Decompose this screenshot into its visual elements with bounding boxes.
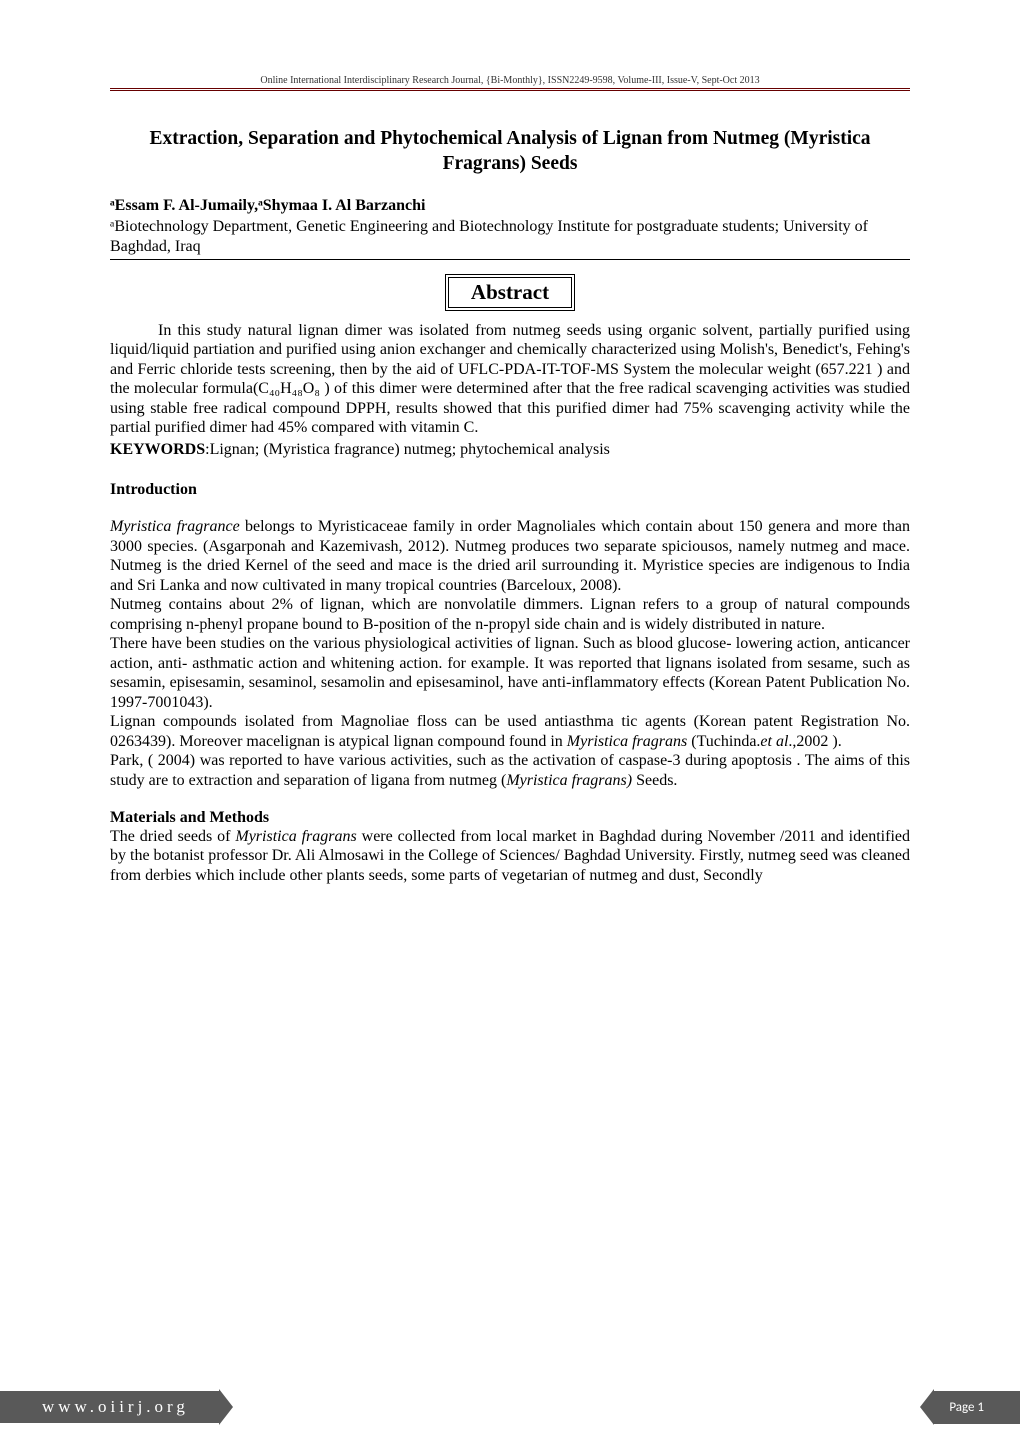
intro-p4e: .,2002 ). [788, 733, 841, 750]
keywords-text: :Lignan; (Myristica fragrance) nutmeg; p… [205, 441, 610, 458]
intro-p5b: Myristica fragrans) [506, 772, 632, 789]
intro-block: Myristica fragrance belongs to Myristica… [110, 517, 910, 790]
intro-p4c: (Tuchinda. [687, 733, 760, 750]
intro-p4b: Myristica fragrans [567, 733, 687, 750]
methods-p1a: The dried seeds of [110, 828, 235, 845]
page-footer: www.oiirj.org ISSN 2249-9598 Page 1 [0, 1389, 1020, 1425]
abstract-heading-wrap: Abstract [110, 274, 910, 311]
keywords-line: KEYWORDS:Lignan; (Myristica fragrance) n… [110, 440, 910, 460]
intro-p4d: et al [760, 733, 788, 750]
affiliation: ᵃBiotechnology Department, Genetic Engin… [110, 217, 910, 260]
introduction-heading: Introduction [110, 481, 910, 499]
methods-heading: Materials and Methods [110, 809, 910, 827]
paper-title: Extraction, Separation and Phytochemical… [140, 126, 880, 177]
footer-issn: ISSN 2249-9598 [219, 1391, 920, 1423]
methods-p1b: Myristica fragrans [235, 828, 356, 845]
page: Online International Interdisciplinary R… [0, 0, 1020, 1443]
running-head: Online International Interdisciplinary R… [110, 75, 910, 91]
abstract-heading: Abstract [445, 274, 575, 311]
intro-p5: Park, ( 2004) was reported to have vario… [110, 751, 910, 790]
authors-line: ᵃEssam F. Al-Jumaily,ᵃShymaa I. Al Barza… [110, 197, 910, 215]
footer-page-number: Page 1 [933, 1391, 1020, 1424]
footer-chevron-icon [219, 1389, 233, 1425]
intro-p2: Nutmeg contains about 2% of lignan, whic… [110, 595, 910, 634]
keywords-label: KEYWORDS [110, 441, 205, 458]
methods-p1: The dried seeds of Myristica fragrans we… [110, 827, 910, 886]
intro-p1-italic: Myristica fragrance [110, 518, 240, 535]
intro-p5c: Seeds. [632, 772, 677, 789]
footer-chevron-icon [920, 1389, 934, 1425]
abstract-text: In this study natural lignan dimer was i… [110, 321, 910, 438]
footer-website: www.oiirj.org [0, 1391, 219, 1423]
intro-p3: There have been studies on the various p… [110, 634, 910, 712]
intro-p1: Myristica fragrance belongs to Myristica… [110, 517, 910, 595]
intro-p4: Lignan compounds isolated from Magnoliae… [110, 712, 910, 751]
